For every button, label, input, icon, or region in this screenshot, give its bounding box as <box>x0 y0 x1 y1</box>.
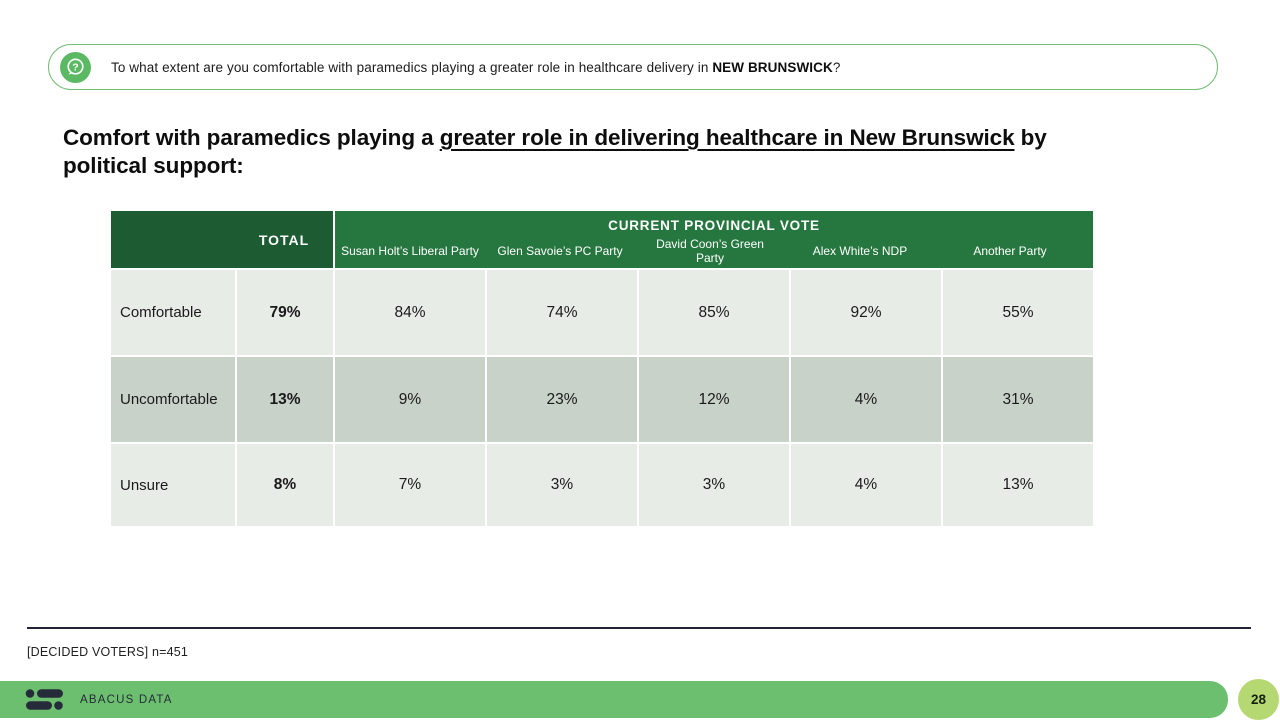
cell-value: 9% <box>335 357 485 442</box>
cell-value: 7% <box>335 444 485 526</box>
cell-value: 4% <box>791 357 941 442</box>
row-label: Comfortable <box>111 270 235 355</box>
question-banner: ? To what extent are you comfortable wit… <box>48 44 1218 90</box>
cell-value: 92% <box>791 270 941 355</box>
table-header-vote-block: CURRENT PROVINCIAL VOTE Susan Holt’s Lib… <box>335 211 1093 268</box>
table-row-comfortable: Comfortable 79% 84% 74% 85% 92% 55% <box>111 270 1093 355</box>
question-text: To what extent are you comfortable with … <box>111 60 840 75</box>
question-text-prefix: To what extent are you comfortable with … <box>111 59 713 75</box>
cell-value: 55% <box>943 270 1093 355</box>
column-header-green: David Coon’s Green Party <box>656 237 764 265</box>
footer-bar: ABACUS DATA <box>0 681 1228 718</box>
table-header-corner <box>111 211 235 268</box>
results-table: TOTAL CURRENT PROVINCIAL VOTE Susan Holt… <box>111 211 1093 526</box>
cell-value: 3% <box>487 444 637 526</box>
divider-line <box>27 627 1251 629</box>
column-header-pc: Glen Savoie’s PC Party <box>497 244 623 259</box>
cell-value: 85% <box>639 270 789 355</box>
title-suffix: by political support: <box>63 125 1047 178</box>
question-text-suffix: ? <box>832 59 841 75</box>
abacus-data-logo-icon <box>25 689 63 710</box>
total-value: 8% <box>237 444 333 526</box>
total-value: 79% <box>237 270 333 355</box>
row-label: Unsure <box>111 444 235 526</box>
cell-value: 84% <box>335 270 485 355</box>
footnote: [DECIDED VOTERS] n=451 <box>27 645 189 659</box>
question-bubble-icon: ? <box>60 52 91 83</box>
question-text-bold: NEW BRUNSWICK <box>712 59 833 75</box>
total-column-header: TOTAL <box>258 231 310 248</box>
table-row-unsure: Unsure 8% 7% 3% 3% 4% 13% <box>111 444 1093 526</box>
cell-value: 74% <box>487 270 637 355</box>
table-header: TOTAL CURRENT PROVINCIAL VOTE Susan Holt… <box>111 211 1093 268</box>
table-header-total-block: TOTAL <box>111 211 333 268</box>
cell-value: 31% <box>943 357 1093 442</box>
title-prefix: Comfort with paramedics playing a <box>63 125 440 150</box>
page-title: Comfort with paramedics playing a greate… <box>63 124 1085 180</box>
brand: ABACUS DATA <box>25 688 173 711</box>
column-header-liberal: Susan Holt’s Liberal Party <box>341 244 479 259</box>
cell-value: 12% <box>639 357 789 442</box>
cell-value: 4% <box>791 444 941 526</box>
group-header: CURRENT PROVINCIAL VOTE <box>608 218 820 233</box>
cell-value: 13% <box>943 444 1093 526</box>
party-column-headers: Susan Holt’s Liberal Party Glen Savoie’s… <box>335 236 1093 268</box>
table-row-uncomfortable: Uncomfortable 13% 9% 23% 12% 4% 31% <box>111 357 1093 442</box>
row-label: Uncomfortable <box>111 357 235 442</box>
column-header-another: Another Party <box>973 244 1047 259</box>
cell-value: 23% <box>487 357 637 442</box>
cell-value: 3% <box>639 444 789 526</box>
title-underlined: greater role in delivering healthcare in… <box>439 125 1015 150</box>
total-value: 13% <box>237 357 333 442</box>
svg-text:?: ? <box>72 61 78 73</box>
column-header-ndp: Alex White’s NDP <box>812 244 908 259</box>
page-number-badge: 28 <box>1238 679 1279 720</box>
brand-name: ABACUS DATA <box>80 693 173 706</box>
